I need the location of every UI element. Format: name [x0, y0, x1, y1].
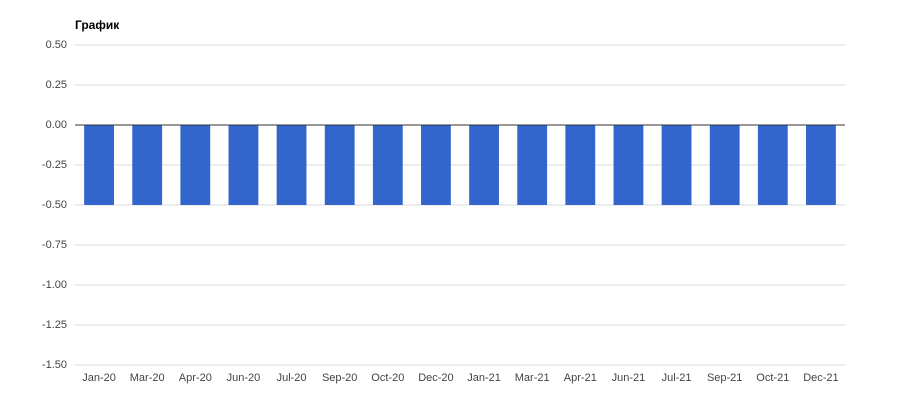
bar [421, 125, 451, 205]
x-tick-label: Dec-21 [803, 372, 838, 384]
y-tick-label: -0.75 [42, 239, 67, 251]
bar [372, 125, 403, 205]
y-tick-label: 0.50 [46, 39, 67, 51]
y-tick-label: -0.50 [42, 199, 67, 211]
x-tick-label: Apr-20 [179, 372, 212, 384]
x-tick-label: Jun-20 [227, 372, 261, 384]
x-tick-label: Mar-20 [130, 372, 165, 384]
y-tick-label: -1.50 [42, 359, 67, 371]
bar [228, 125, 259, 205]
bar [613, 125, 644, 205]
bar [132, 125, 163, 205]
y-tick-label: -0.25 [42, 159, 67, 171]
bar [757, 125, 788, 205]
bar [709, 125, 740, 205]
x-tick-label: Apr-21 [564, 372, 597, 384]
chart-title: График [75, 18, 120, 32]
x-tick-label: Jun-21 [612, 372, 646, 384]
x-tick-label: Dec-20 [418, 372, 453, 384]
x-tick-label: Oct-21 [756, 372, 789, 384]
y-tick-label: -1.25 [42, 319, 67, 331]
x-tick-label: Jan-20 [82, 372, 116, 384]
bar [565, 125, 596, 205]
x-tick-label: Jan-21 [467, 372, 501, 384]
bar [324, 125, 355, 205]
bar [84, 125, 114, 205]
x-tick-label: Oct-20 [371, 372, 404, 384]
bar [517, 125, 548, 205]
bar [180, 125, 211, 205]
x-tick-label: Sep-21 [707, 372, 742, 384]
x-tick-label: Sep-20 [322, 372, 357, 384]
x-tick-label: Jul-21 [662, 372, 692, 384]
y-tick-label: 0.25 [46, 79, 67, 91]
bar [276, 125, 307, 205]
y-tick-label: 0.00 [46, 119, 67, 131]
bar [806, 125, 836, 205]
bar [661, 125, 692, 205]
x-tick-label: Mar-21 [515, 372, 550, 384]
x-tick-label: Jul-20 [277, 372, 307, 384]
y-tick-label: -1.00 [42, 279, 67, 291]
bar [469, 125, 499, 205]
